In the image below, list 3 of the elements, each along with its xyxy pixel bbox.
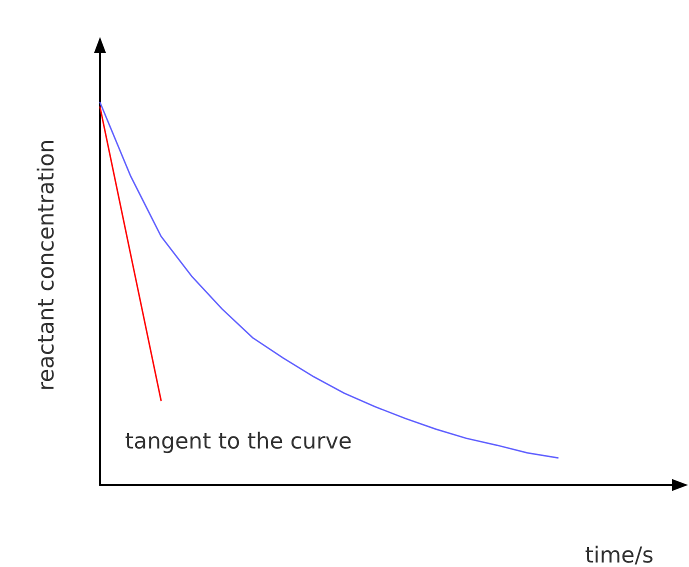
y-axis-title: reactant concentration (34, 139, 60, 391)
x-axis-title: time/s (585, 544, 654, 567)
annotation: tangent to the curve (125, 430, 352, 454)
